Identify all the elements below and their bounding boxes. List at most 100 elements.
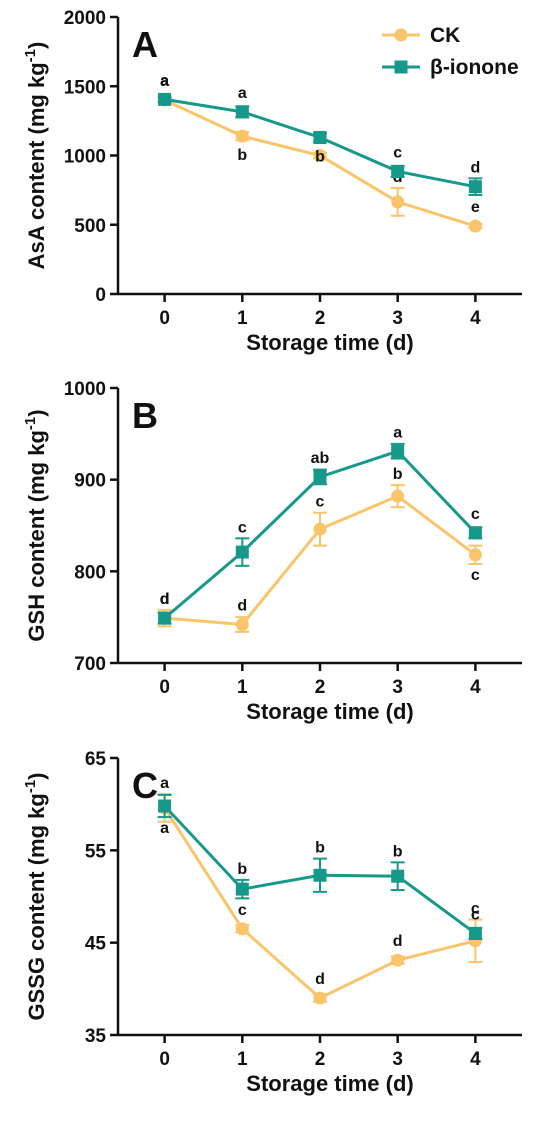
x-axis-title: Storage time (d) <box>246 1071 413 1096</box>
y-axis-title-tail: ) <box>24 42 49 49</box>
data-point <box>235 922 249 936</box>
significance-letter: d <box>160 591 170 608</box>
data-point <box>158 611 172 625</box>
significance-letter: d <box>315 971 325 988</box>
y-tick-label: 55 <box>85 841 107 862</box>
series-ck: d d c b c <box>157 466 483 633</box>
x-tick-label: 4 <box>470 677 481 698</box>
series-beta-ionone: a b b b c <box>157 793 483 940</box>
x-tick-label: 0 <box>159 308 170 329</box>
significance-letter: a <box>238 85 247 102</box>
x-tick-label: 2 <box>315 1049 326 1070</box>
significance-letter: c <box>316 494 325 511</box>
significance-letter: e <box>471 199 480 216</box>
data-point <box>313 522 327 536</box>
data-point <box>158 92 172 106</box>
significance-letter: b <box>393 843 403 860</box>
significance-letter: a <box>160 820 169 837</box>
y-axis-title: AsA content (mg kg-1) <box>22 42 49 270</box>
legend-label: β-ionone <box>430 56 519 79</box>
significance-letter: a <box>393 424 402 441</box>
data-point <box>313 149 327 162</box>
data-point <box>468 180 482 194</box>
chart-panel-c: 35 45 55 65 0 1 2 3 4 Storage time (d) GSSG conten… <box>22 749 522 1096</box>
y-tick-label: 65 <box>85 749 107 770</box>
y-tick-label: 0 <box>95 285 106 306</box>
data-point <box>313 991 327 1005</box>
series-beta-ionone: a a b c d <box>157 72 483 196</box>
data-point <box>391 869 405 883</box>
significance-letter: b <box>315 148 325 165</box>
legend: CK β-ionone <box>382 24 519 79</box>
significance-letter: b <box>237 861 247 878</box>
significance-letter: c <box>471 906 480 923</box>
y-axis-title-tail: ) <box>24 409 49 416</box>
chart-panel-a: 0 500 1000 1500 2000 0 1 2 3 4 Storage time (d) AsA… <box>22 8 522 355</box>
significance-letter: c <box>238 519 247 536</box>
significance-letter: ab <box>311 450 330 467</box>
data-point <box>235 545 249 559</box>
y-tick-label: 35 <box>85 1026 107 1047</box>
data-point <box>313 868 327 882</box>
x-tick-label: 1 <box>237 308 248 329</box>
y-axis-title-main: GSSG content (mg kg <box>24 793 49 1020</box>
significance-letter: a <box>160 73 169 90</box>
y-tick-label: 45 <box>85 934 107 955</box>
significance-letter: a <box>160 72 169 89</box>
significance-letter: a <box>160 775 169 792</box>
data-point <box>468 526 482 540</box>
significance-letter: c <box>471 567 480 584</box>
data-point <box>391 444 405 458</box>
chart-panel-b: 700 800 900 1000 0 1 2 3 4 Storage time (d) GSH co… <box>22 379 522 724</box>
panel-letter: A <box>132 24 158 65</box>
panel-letter: B <box>132 395 158 436</box>
y-tick-label: 1500 <box>64 77 106 98</box>
data-point <box>235 882 249 896</box>
x-axis-title: Storage time (d) <box>246 330 413 355</box>
y-axis-title-superscript: -1 <box>22 417 39 430</box>
significance-letter: c <box>471 506 480 523</box>
data-point <box>313 130 327 144</box>
significance-letter: d <box>393 933 403 950</box>
data-point <box>391 953 405 967</box>
y-tick-label: 800 <box>74 562 106 583</box>
data-point <box>235 129 249 143</box>
x-tick-label: 2 <box>315 308 326 329</box>
data-point <box>391 164 405 178</box>
x-tick-label: 1 <box>237 677 248 698</box>
significance-letter: c <box>471 901 480 918</box>
data-point <box>313 470 327 484</box>
y-tick-label: 500 <box>74 216 106 237</box>
significance-letter: d <box>160 591 170 608</box>
series-line <box>163 807 476 1000</box>
legend-label: CK <box>430 24 460 47</box>
data-point <box>235 105 249 119</box>
x-axis-title: Storage time (d) <box>246 699 413 724</box>
y-axis-title-superscript: -1 <box>22 780 39 793</box>
x-tick-label: 3 <box>392 677 403 698</box>
y-axis-title-tail: ) <box>24 772 49 779</box>
y-axis-title-main: AsA content (mg kg <box>24 62 49 269</box>
significance-letter: c <box>238 902 247 919</box>
y-tick-label: 700 <box>74 654 106 675</box>
x-tick-label: 2 <box>315 677 326 698</box>
significance-letter: d <box>470 159 480 176</box>
panel-letter: C <box>132 765 158 806</box>
y-axis-title-main: GSH content (mg kg <box>24 430 49 641</box>
y-tick-label: 2000 <box>64 8 106 29</box>
data-point <box>468 926 482 940</box>
significance-letter: b <box>237 147 247 164</box>
legend-marker-square <box>394 60 408 74</box>
x-tick-label: 0 <box>159 1049 170 1070</box>
significance-letter: b <box>315 840 325 857</box>
x-tick-label: 0 <box>159 677 170 698</box>
y-tick-label: 1000 <box>64 147 106 168</box>
significance-letter: d <box>237 598 247 615</box>
data-point <box>391 489 405 503</box>
x-tick-label: 3 <box>392 308 403 329</box>
data-point <box>158 799 172 813</box>
y-tick-label: 900 <box>74 471 106 492</box>
x-tick-label: 4 <box>470 1049 481 1070</box>
data-point <box>391 195 405 209</box>
